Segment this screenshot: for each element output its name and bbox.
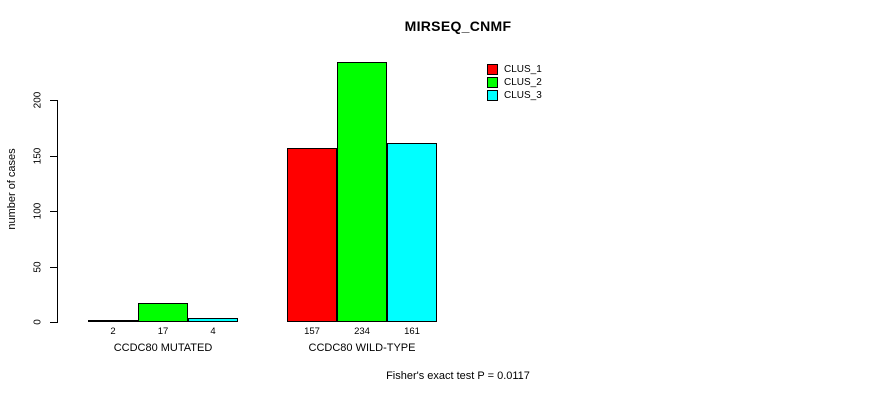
category-label: CCDC80 WILD-TYPE — [308, 342, 416, 354]
legend-item-clus_3: CLUS_3 — [487, 89, 542, 102]
legend-item-clus_1: CLUS_1 — [487, 63, 542, 76]
y-axis-tick — [50, 155, 57, 157]
legend-swatch-icon — [487, 90, 498, 101]
legend: CLUS_1 CLUS_2 CLUS_3 — [487, 63, 542, 102]
bar-value-label: 17 — [157, 326, 169, 337]
bar-value-label: 4 — [210, 326, 216, 337]
chart-title: MIRSEQ_CNMF — [404, 18, 512, 34]
bar-clus_1-group2 — [287, 147, 337, 322]
y-axis-tick — [50, 322, 57, 323]
legend-label: CLUS_1 — [504, 64, 542, 75]
legend-swatch-icon — [487, 77, 498, 88]
bar-clus_2-group1 — [138, 303, 188, 322]
bar-clus_3-group1 — [188, 317, 238, 322]
bar-clus_1-group1 — [88, 319, 138, 322]
y-axis-tick-label: 150 — [32, 147, 44, 164]
bar-value-label: 234 — [354, 326, 370, 337]
y-axis-label: number of cases — [6, 148, 18, 230]
bar-clus_2-group2 — [337, 62, 387, 322]
y-axis-line — [57, 100, 58, 323]
annotation-fishers-test: Fisher's exact test P = 0.0117 — [386, 370, 530, 382]
bar-value-label: 2 — [110, 326, 116, 337]
legend-item-clus_2: CLUS_2 — [487, 76, 542, 89]
category-label: CCDC80 MUTATED — [113, 342, 213, 354]
y-axis-tick-label: 200 — [32, 91, 44, 109]
bar-value-label: 161 — [404, 326, 420, 337]
legend-label: CLUS_3 — [504, 90, 542, 101]
y-axis-tick — [50, 211, 57, 212]
bar-clus_3-group2 — [387, 143, 437, 322]
bar-value-label: 157 — [304, 326, 320, 337]
legend-swatch-icon — [487, 64, 498, 75]
legend-label: CLUS_2 — [504, 77, 542, 88]
y-axis-tick — [50, 100, 57, 101]
y-axis-tick-label: 100 — [32, 202, 44, 220]
y-axis-tick-label: 0 — [32, 319, 44, 325]
y-axis-tick-label: 50 — [32, 260, 44, 273]
y-axis-tick — [50, 266, 57, 268]
